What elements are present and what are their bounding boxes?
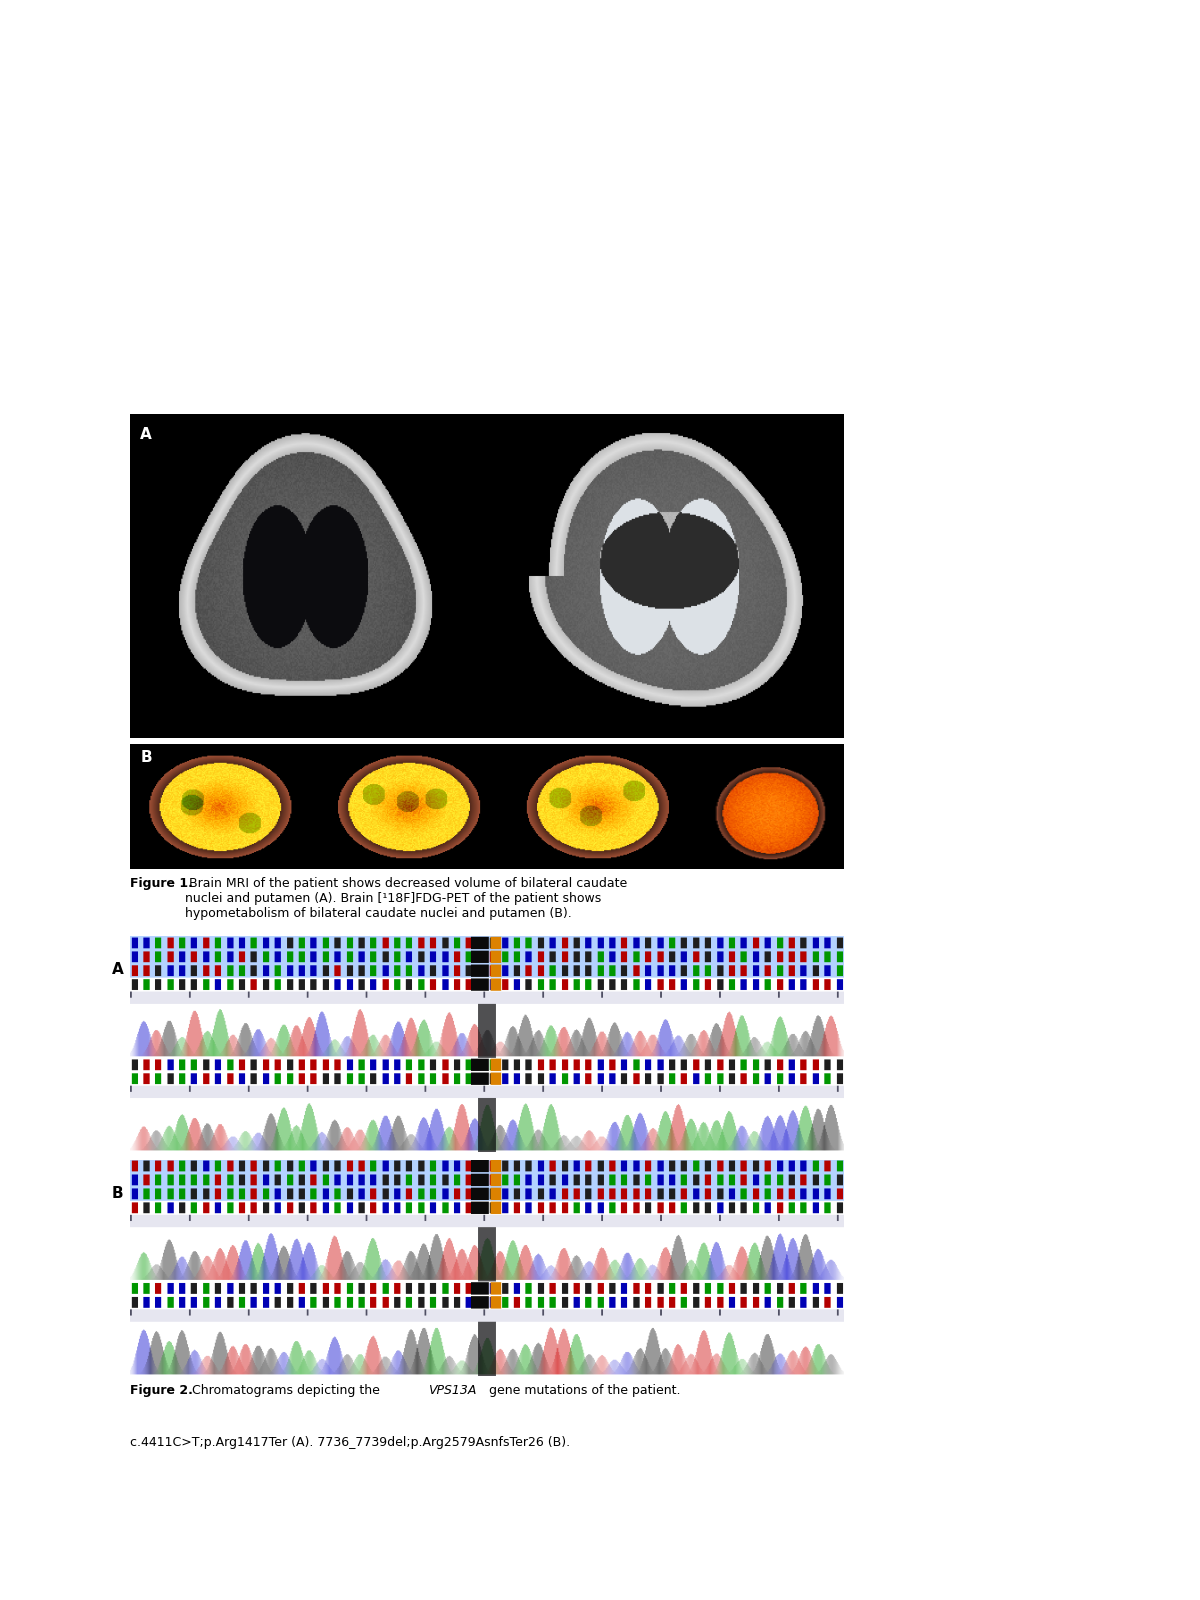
Text: A: A [140,427,152,442]
Text: A: A [112,962,124,978]
Text: gene mutations of the patient.: gene mutations of the patient. [485,1384,680,1397]
Text: c.4411C>T;p.Arg1417Ter (A). 7736_7739del;p.Arg2579AsnfsTer26 (B).: c.4411C>T;p.Arg1417Ter (A). 7736_7739del… [130,1437,570,1450]
Text: B: B [140,750,152,765]
Text: B: B [112,1186,124,1202]
Text: Brain MRI of the patient shows decreased volume of bilateral caudate
nuclei and : Brain MRI of the patient shows decreased… [185,877,626,920]
Text: Figure 1.: Figure 1. [130,877,192,890]
Text: Chromatograms depicting the: Chromatograms depicting the [188,1384,384,1397]
Text: Figure 2.: Figure 2. [130,1384,192,1397]
Text: VPS13A: VPS13A [428,1384,476,1397]
